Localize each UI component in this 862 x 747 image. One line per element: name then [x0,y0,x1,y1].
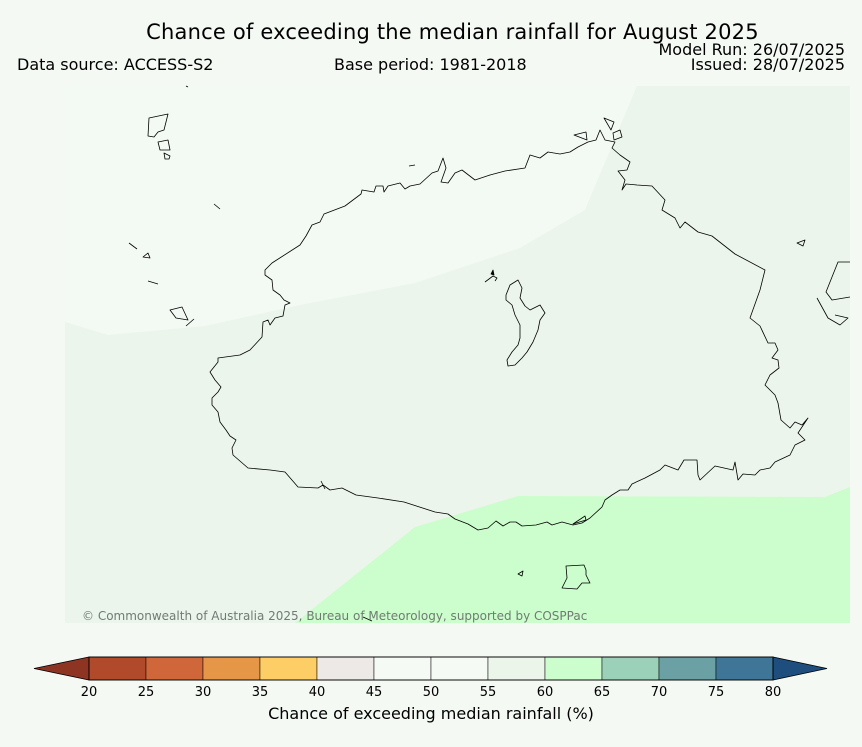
main-island-coastline [209,129,809,531]
colorbar-bin [658,656,717,681]
colorbar-tick-label: 50 [423,685,440,700]
colorbar-bin [715,656,774,681]
colorbar-bin [145,656,204,681]
colorbar-tick-label: 80 [765,685,782,700]
islet-s2 [517,570,524,577]
colorbar-tick-label: 65 [594,685,611,700]
colorbar-swatches [33,656,828,681]
data-source-label: Data source: ACCESS-S2 [17,55,214,74]
colorbar-bin [544,656,603,681]
islet-nw3 [163,152,171,160]
colorbar-tick-label: 45 [366,685,383,700]
colorbar-tick-label: 35 [252,685,269,700]
coastlines [128,85,851,622]
colorbar-bin [373,656,432,681]
colorbar: 20 25 30 35 40 45 50 55 60 65 70 75 80 [33,656,828,700]
colorbar-extend-low [33,656,90,681]
chart-title: Chance of exceeding the median rainfall … [146,20,759,44]
colorbar-bin [316,656,375,681]
islet-e3 [816,297,849,326]
islet-c1 [484,275,498,283]
colorbar-bin [430,656,489,681]
islet-e2 [825,261,851,301]
colorbar-bin [202,656,261,681]
model-run-label: Model Run: 26/07/2025 [658,40,846,59]
islet-c2 [490,269,495,276]
region-55-60 [65,86,850,623]
islet-n2 [603,117,615,131]
islet-nw2 [157,139,171,151]
islet-s5 [320,480,326,490]
islet-n1 [573,131,588,141]
islet-n4 [408,164,416,167]
colorbar-outline [88,656,774,681]
colorbar-tick-label: 30 [195,685,212,700]
colorbar-ticks: 20 25 30 35 40 45 50 55 60 65 70 75 80 [81,685,782,700]
islet-w1 [213,203,221,210]
colorbar-label: Chance of exceeding median rainfall (%) [268,704,594,723]
islet-w4 [147,280,159,285]
colorbar-tick-label: 40 [309,685,326,700]
base-period-label: Base period: 1981-2018 [334,55,527,74]
colorbar-tick-label: 60 [537,685,554,700]
colorbar-bin [259,656,318,681]
copyright-notice: © Commonwealth of Australia 2025, Bureau… [82,609,588,623]
islet-w5 [169,306,189,321]
colorbar-tick-label: 25 [138,685,155,700]
colorbar-tick-label: 75 [708,685,725,700]
islet-e1 [796,239,806,247]
colorbar-bin [88,656,147,681]
islet-s1 [561,564,591,590]
islet-n3 [612,129,623,141]
colorbar-tick-label: 55 [480,685,497,700]
colorbar-bin [601,656,660,681]
islet-nw4 [185,85,189,88]
region-60-65 [295,487,850,623]
islet-s4 [362,616,373,622]
islet-w6 [185,318,195,327]
issued-label: Issued: 28/07/2025 [690,55,845,74]
central-island-coastline [505,279,546,367]
colorbar-tick-label: 20 [81,685,98,700]
islet-w3 [142,252,151,259]
colorbar-extend-high [772,656,828,681]
colorbar-bin [487,656,546,681]
colorbar-tick-label: 70 [651,685,668,700]
islet-nw1 [147,113,169,138]
islet-w2 [128,242,138,250]
islet-s3 [572,515,587,525]
forecast-map [65,85,851,623]
